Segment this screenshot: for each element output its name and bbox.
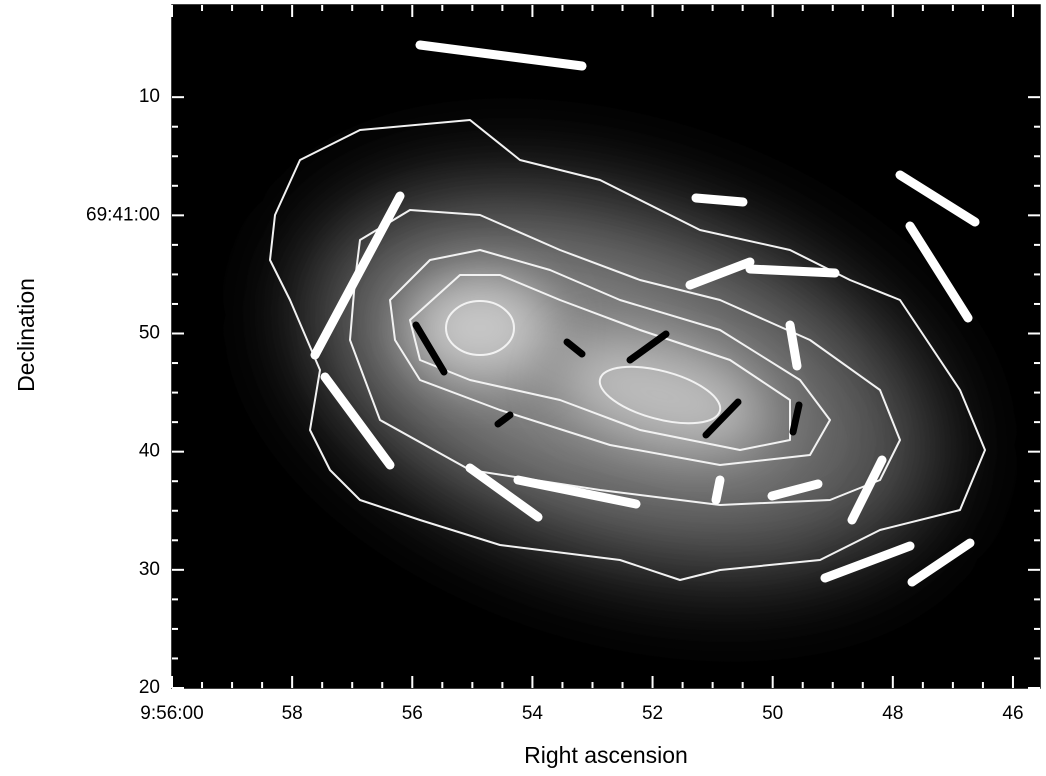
x-tick-label: 48 xyxy=(882,703,903,724)
x-tick-label: 9:56:00 xyxy=(140,703,203,724)
y-tick-label: 69:41:00 xyxy=(86,204,160,225)
x-tick-label: 46 xyxy=(1002,703,1023,724)
y-axis-title: Declination xyxy=(13,278,39,392)
y-tick-label: 10 xyxy=(139,86,160,107)
x-tick-label: 54 xyxy=(522,703,544,724)
x-tick-label: 52 xyxy=(642,703,663,724)
y-tick-label: 20 xyxy=(139,677,160,698)
y-tick-label: 40 xyxy=(139,441,160,462)
chart: Right ascension Declination 9:56:00 58 56 5… xyxy=(0,0,1046,776)
y-tick-label: 50 xyxy=(139,323,160,344)
x-tick-label: 56 xyxy=(402,703,423,724)
x-tick-label: 58 xyxy=(282,703,303,724)
x-axis-title: Right ascension xyxy=(524,742,688,768)
x-tick-label: 50 xyxy=(762,703,783,724)
y-tick-label: 30 xyxy=(139,559,160,580)
